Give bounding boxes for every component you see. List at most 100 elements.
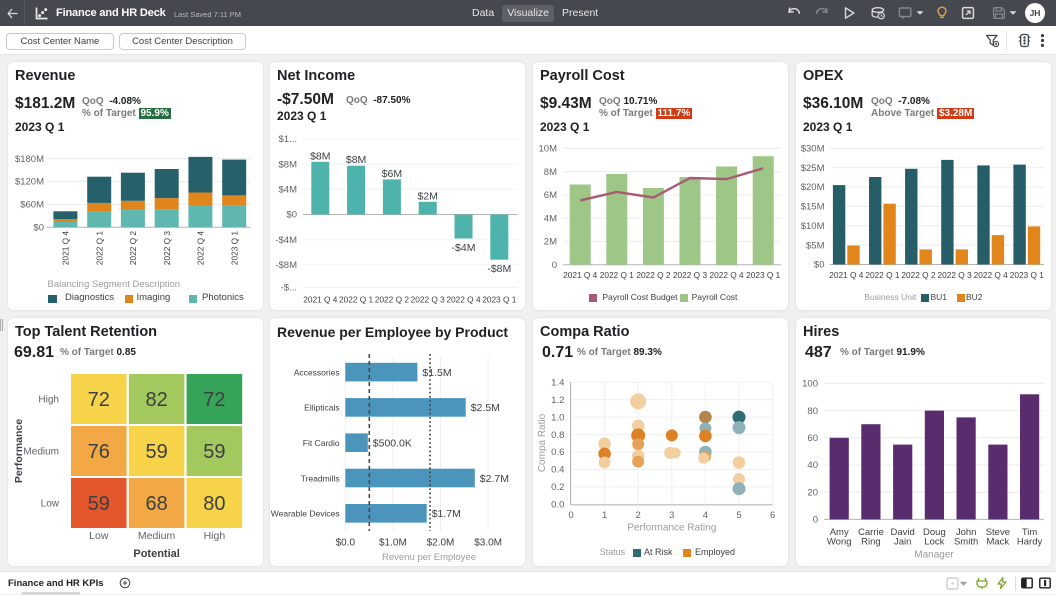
svg-text:2021 Q 4: 2021 Q 4 (61, 231, 71, 266)
svg-text:$60M: $60M (20, 200, 44, 211)
svg-text:2023 Q 1: 2023 Q 1 (482, 295, 517, 305)
svg-text:2023 Q 1: 2023 Q 1 (746, 270, 781, 280)
svg-text:Carrie: Carrie (858, 527, 884, 538)
svg-text:-$...: -$... (281, 283, 297, 294)
svg-text:0.4: 0.4 (551, 465, 564, 476)
svg-text:Performance: Performance (13, 419, 25, 483)
svg-text:High: High (38, 395, 59, 406)
svg-text:2: 2 (636, 510, 641, 521)
svg-text:Fit Cardio: Fit Cardio (303, 438, 340, 448)
svg-text:High: High (204, 530, 226, 542)
svg-text:$2.7M: $2.7M (480, 473, 509, 485)
svg-text:80: 80 (203, 493, 225, 515)
svg-text:6M: 6M (544, 190, 557, 201)
svg-text:$0: $0 (286, 210, 297, 221)
svg-text:2022 Q 2: 2022 Q 2 (901, 270, 936, 280)
svg-text:Smith: Smith (954, 537, 978, 548)
svg-text:$10M: $10M (801, 221, 825, 232)
svg-text:Compa Ratio: Compa Ratio (537, 413, 548, 472)
svg-text:$30M: $30M (801, 144, 825, 155)
svg-text:$25M: $25M (801, 163, 825, 174)
svg-text:1: 1 (602, 510, 607, 521)
svg-text:Medium: Medium (23, 447, 59, 458)
svg-text:Hardy: Hardy (1017, 537, 1043, 548)
svg-text:2022 Q 2: 2022 Q 2 (128, 231, 138, 266)
svg-text:2M: 2M (544, 237, 557, 248)
svg-text:72: 72 (203, 389, 225, 411)
svg-text:Lock: Lock (924, 537, 944, 548)
svg-text:Treadmills: Treadmills (301, 473, 340, 483)
svg-text:$2M: $2M (417, 190, 437, 202)
svg-text:2023 Q 1: 2023 Q 1 (229, 231, 239, 266)
svg-text:-$4M: -$4M (275, 235, 297, 246)
svg-text:-$8M: -$8M (487, 263, 511, 275)
svg-text:2022 Q 2: 2022 Q 2 (636, 270, 671, 280)
svg-text:$180M: $180M (15, 154, 44, 165)
svg-text:$2.0M: $2.0M (427, 538, 455, 549)
svg-text:0: 0 (552, 260, 557, 271)
svg-text:10M: 10M (539, 144, 558, 155)
svg-text:2022 Q 2: 2022 Q 2 (375, 295, 410, 305)
svg-text:40: 40 (807, 460, 818, 471)
svg-text:Accessories: Accessories (294, 367, 340, 377)
svg-text:1.0: 1.0 (551, 412, 564, 423)
svg-text:5: 5 (736, 510, 741, 521)
svg-text:2022 Q 1: 2022 Q 1 (94, 231, 104, 266)
svg-text:$1.0M: $1.0M (379, 538, 407, 549)
svg-text:4M: 4M (544, 213, 557, 224)
svg-text:$500.0K: $500.0K (373, 438, 412, 450)
svg-text:Amy: Amy (830, 527, 849, 538)
svg-text:Performance Rating: Performance Rating (627, 523, 716, 534)
svg-text:82: 82 (145, 389, 167, 411)
svg-text:$0: $0 (814, 260, 825, 271)
svg-text:2021 Q 4: 2021 Q 4 (303, 295, 338, 305)
svg-text:2022 Q 4: 2022 Q 4 (196, 231, 206, 266)
svg-text:Tim: Tim (1022, 527, 1038, 538)
svg-text:2022 Q 4: 2022 Q 4 (710, 270, 745, 280)
svg-text:1.4: 1.4 (551, 377, 564, 388)
svg-text:David: David (891, 527, 915, 538)
svg-text:$4M: $4M (279, 185, 298, 196)
svg-text:0.6: 0.6 (551, 447, 564, 458)
svg-text:0.8: 0.8 (551, 430, 564, 441)
svg-text:Wearable Devices: Wearable Devices (271, 509, 340, 519)
svg-text:0: 0 (813, 515, 818, 526)
svg-text:8M: 8M (544, 167, 557, 178)
svg-text:76: 76 (88, 441, 110, 463)
svg-text:59: 59 (203, 441, 225, 463)
svg-text:Mack: Mack (986, 537, 1009, 548)
svg-text:68: 68 (145, 493, 167, 515)
svg-text:0.2: 0.2 (551, 482, 564, 493)
svg-text:0: 0 (568, 510, 573, 521)
svg-text:59: 59 (145, 441, 167, 463)
svg-text:72: 72 (88, 389, 110, 411)
svg-text:$5M: $5M (806, 240, 825, 251)
svg-text:2021 Q 4: 2021 Q 4 (829, 270, 864, 280)
svg-text:$8M: $8M (279, 159, 298, 170)
svg-text:3: 3 (669, 510, 674, 521)
svg-text:60: 60 (807, 433, 818, 444)
svg-text:2022 Q 4: 2022 Q 4 (974, 270, 1009, 280)
svg-text:100: 100 (802, 379, 818, 390)
svg-text:$120M: $120M (15, 177, 44, 188)
svg-text:John: John (956, 527, 977, 538)
svg-text:Revenu per Employee: Revenu per Employee (382, 552, 476, 563)
svg-text:Manager: Manager (914, 550, 954, 561)
svg-text:Low: Low (41, 499, 60, 510)
svg-text:Ellipticals: Ellipticals (304, 403, 339, 413)
svg-text:Doug: Doug (923, 527, 946, 538)
svg-text:Steve: Steve (986, 527, 1010, 538)
svg-text:Wong: Wong (827, 537, 852, 548)
svg-text:2022 Q 1: 2022 Q 1 (600, 270, 635, 280)
svg-text:6: 6 (770, 510, 775, 521)
svg-text:2022 Q 3: 2022 Q 3 (938, 270, 973, 280)
svg-text:$2.5M: $2.5M (471, 402, 500, 414)
svg-text:$1...: $1... (279, 134, 298, 145)
svg-text:0.0: 0.0 (551, 500, 564, 511)
svg-text:20: 20 (807, 487, 818, 498)
svg-text:$1.5M: $1.5M (422, 367, 451, 379)
svg-text:2022 Q 1: 2022 Q 1 (865, 270, 900, 280)
svg-text:Low: Low (89, 530, 109, 542)
svg-text:80: 80 (807, 406, 818, 417)
svg-text:Medium: Medium (138, 530, 176, 542)
